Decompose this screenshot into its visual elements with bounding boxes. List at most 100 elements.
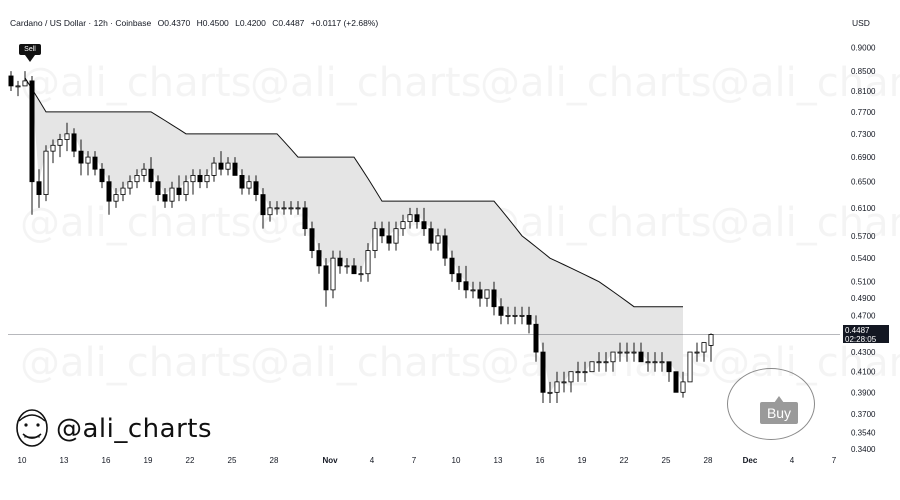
x-tick-label: 25 <box>228 456 237 465</box>
candle-body <box>85 156 91 164</box>
candle-body <box>526 314 532 325</box>
y-tick-label: 0.7700 <box>851 108 876 117</box>
candle <box>309 221 315 259</box>
candle <box>449 250 455 282</box>
candle-body <box>64 133 70 140</box>
candle-body <box>484 289 490 299</box>
candle-body <box>659 361 665 364</box>
candle-body <box>386 235 392 244</box>
candle <box>456 265 462 290</box>
candle-body <box>435 235 441 244</box>
candle <box>260 188 266 229</box>
candle <box>78 139 84 176</box>
candle <box>624 342 630 362</box>
candle <box>155 175 161 202</box>
open-value: O0.4370 <box>157 18 191 28</box>
candle-body <box>225 162 231 170</box>
candle-body <box>358 273 364 276</box>
y-tick-label: 0.4300 <box>851 348 876 357</box>
candle-body <box>582 371 588 374</box>
candle <box>379 221 385 244</box>
y-tick-label: 0.5400 <box>851 254 876 263</box>
band-fill <box>25 77 683 393</box>
candle-body <box>708 334 714 346</box>
candle <box>610 351 616 372</box>
candle-body <box>309 228 315 251</box>
candle-body <box>281 207 287 210</box>
candle <box>295 201 301 215</box>
candle-body <box>22 80 28 87</box>
candle <box>498 298 504 325</box>
candle <box>470 281 476 299</box>
x-tick-label: 13 <box>60 456 69 465</box>
candle-body <box>15 85 21 88</box>
candle-body <box>260 194 266 216</box>
x-tick-label: 28 <box>270 456 279 465</box>
candle <box>484 289 490 307</box>
candle-body <box>589 361 595 373</box>
candle-body <box>400 221 406 230</box>
candle-body <box>498 306 504 316</box>
candle-body <box>603 361 609 364</box>
candle-body <box>232 162 238 176</box>
y-tick-label: 0.4100 <box>851 368 876 377</box>
candle-body <box>568 371 574 383</box>
candle <box>512 306 518 325</box>
candle <box>365 243 371 282</box>
candle <box>666 361 672 382</box>
candle-body <box>701 342 707 353</box>
last-price-value: 0.4487 <box>845 326 870 335</box>
candle <box>134 169 140 189</box>
candle <box>673 371 679 393</box>
x-tick-label: 4 <box>370 456 375 465</box>
candle <box>519 306 525 325</box>
candle <box>638 342 644 363</box>
candle-body <box>57 139 63 146</box>
x-tick-label: 13 <box>494 456 503 465</box>
candle <box>477 281 483 307</box>
watermark-text: @ali_charts <box>710 200 900 246</box>
candle <box>442 228 448 266</box>
candle-body <box>8 75 14 87</box>
candle-body <box>666 361 672 373</box>
trend-band <box>24 77 683 393</box>
candle <box>393 221 399 251</box>
y-tick-label: 0.9000 <box>851 44 876 53</box>
candle <box>92 151 98 176</box>
high-value: H0.4500 <box>196 18 229 28</box>
candle-body <box>274 207 280 210</box>
candle <box>386 221 392 251</box>
candle-body <box>106 181 112 202</box>
avatar-face-icon <box>16 409 48 447</box>
candle <box>148 157 154 189</box>
candle <box>113 188 119 208</box>
candle-body <box>470 289 476 292</box>
candle-body <box>330 257 336 291</box>
candle-body <box>127 181 133 189</box>
candle-body <box>295 207 301 210</box>
candle-body <box>694 351 700 354</box>
candle <box>701 342 707 362</box>
candle <box>659 352 665 372</box>
candle-body <box>253 181 259 195</box>
candle-body <box>393 228 399 244</box>
candle-body <box>239 175 245 189</box>
candle <box>526 306 532 334</box>
candles <box>8 71 714 404</box>
close-value: C0.4487 <box>272 18 305 28</box>
candle-body <box>302 207 308 230</box>
candle <box>316 243 322 274</box>
candle <box>596 352 602 372</box>
candle-body <box>246 181 252 189</box>
candle <box>491 281 497 316</box>
x-tick-label: 19 <box>578 456 587 465</box>
candle-body <box>442 235 448 259</box>
candle-body <box>624 351 630 354</box>
candle-body <box>491 289 497 308</box>
buy-pointer-icon <box>774 396 784 403</box>
candle <box>71 128 77 158</box>
candle-body <box>120 187 126 195</box>
x-tick-label: 22 <box>186 456 195 465</box>
y-tick-label: 0.8500 <box>851 67 876 76</box>
